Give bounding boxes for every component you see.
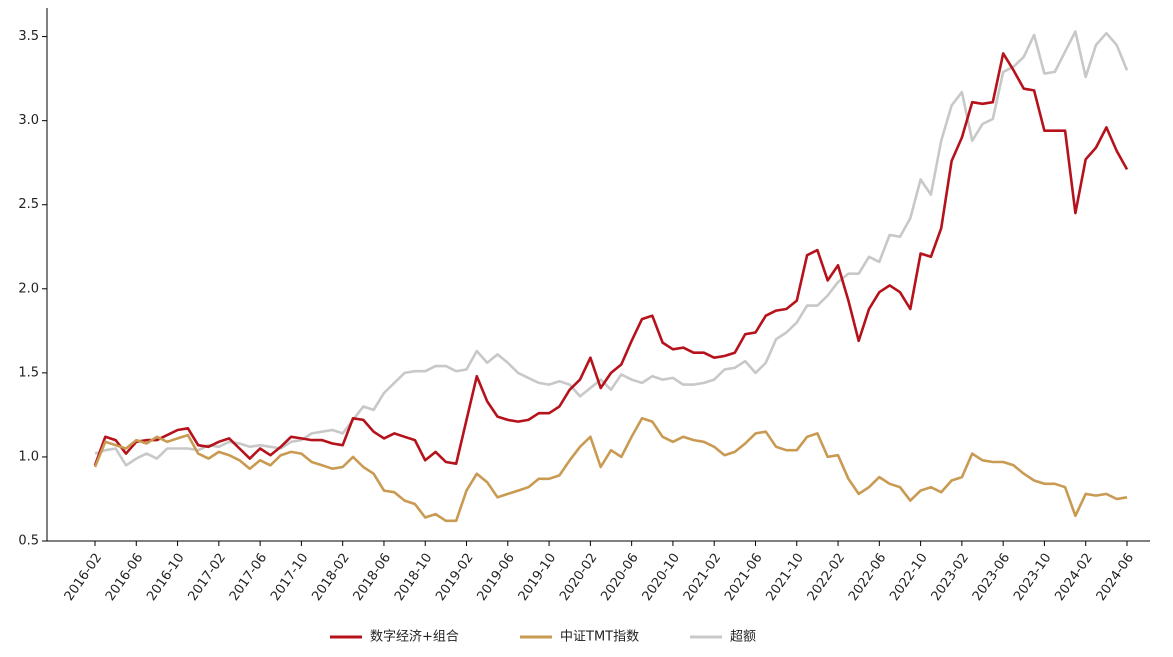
y-tick-label: 0.5 — [18, 534, 39, 549]
series-line — [94, 30, 1129, 467]
x-tick-label: 2017-02 — [186, 551, 229, 604]
series-line — [93, 52, 1129, 466]
x-tick-label: 2021-06 — [722, 551, 765, 604]
x-tick-label: 2019-06 — [474, 551, 517, 604]
x-tick-label: 2022-10 — [887, 551, 930, 604]
x-tick-label: 2022-06 — [846, 551, 889, 604]
x-tick-label: 2018-10 — [392, 551, 435, 604]
series-line — [93, 417, 1128, 523]
legend-label: 中证TMT指数 — [560, 630, 639, 645]
y-tick-label: 1.0 — [18, 449, 39, 464]
x-tick-label: 2016-02 — [62, 551, 105, 604]
y-tick-label: 3.5 — [18, 29, 39, 44]
y-tick-label: 2.5 — [18, 197, 39, 212]
x-tick-label: 2024-06 — [1094, 551, 1137, 604]
x-tick-label: 2018-02 — [309, 551, 352, 604]
x-tick-label: 2022-02 — [805, 551, 848, 604]
x-tick-label: 2023-10 — [1011, 551, 1054, 604]
x-tick-label: 2017-10 — [268, 551, 311, 604]
x-tick-label: 2019-10 — [516, 551, 559, 604]
x-tick-label: 2016-06 — [103, 551, 146, 604]
legend-label: 超额 — [730, 630, 756, 645]
y-tick-label: 3.0 — [18, 113, 39, 128]
x-tick-label: 2023-06 — [970, 551, 1013, 604]
x-tick-label: 2024-02 — [1052, 551, 1095, 604]
x-tick-label: 2020-02 — [557, 551, 600, 604]
x-tick-label: 2017-06 — [227, 551, 270, 604]
y-tick-label: 2.0 — [18, 281, 39, 296]
x-tick-label: 2016-10 — [144, 551, 187, 604]
legend-label: 数字经济+组合 — [370, 630, 459, 645]
x-tick-label: 2020-06 — [598, 551, 641, 604]
x-tick-label: 2019-02 — [433, 551, 476, 604]
x-tick-label: 2021-10 — [763, 551, 806, 604]
x-tick-label: 2023-02 — [929, 551, 972, 604]
x-tick-label: 2018-06 — [351, 551, 394, 604]
x-tick-label: 2020-10 — [640, 551, 683, 604]
y-tick-label: 1.5 — [18, 365, 39, 380]
x-tick-label: 2021-02 — [681, 551, 724, 604]
